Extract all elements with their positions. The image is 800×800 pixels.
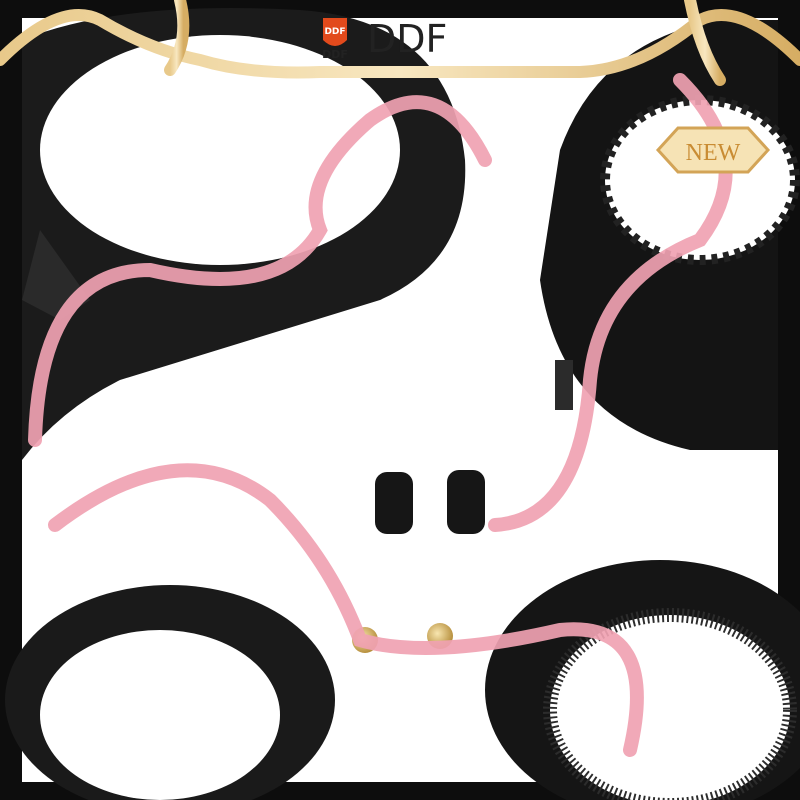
brand-name: DDF <box>367 17 447 61</box>
gold-ribbon <box>0 0 800 86</box>
flat-ring <box>5 585 335 800</box>
set-screws <box>375 470 485 534</box>
new-label: NEW <box>686 140 741 166</box>
new-tag: NEW <box>655 126 771 174</box>
logo: DDF DDF DDF <box>322 17 447 61</box>
logo-badge: DDF <box>324 27 345 37</box>
logo-badge-text: DDF <box>322 48 348 61</box>
